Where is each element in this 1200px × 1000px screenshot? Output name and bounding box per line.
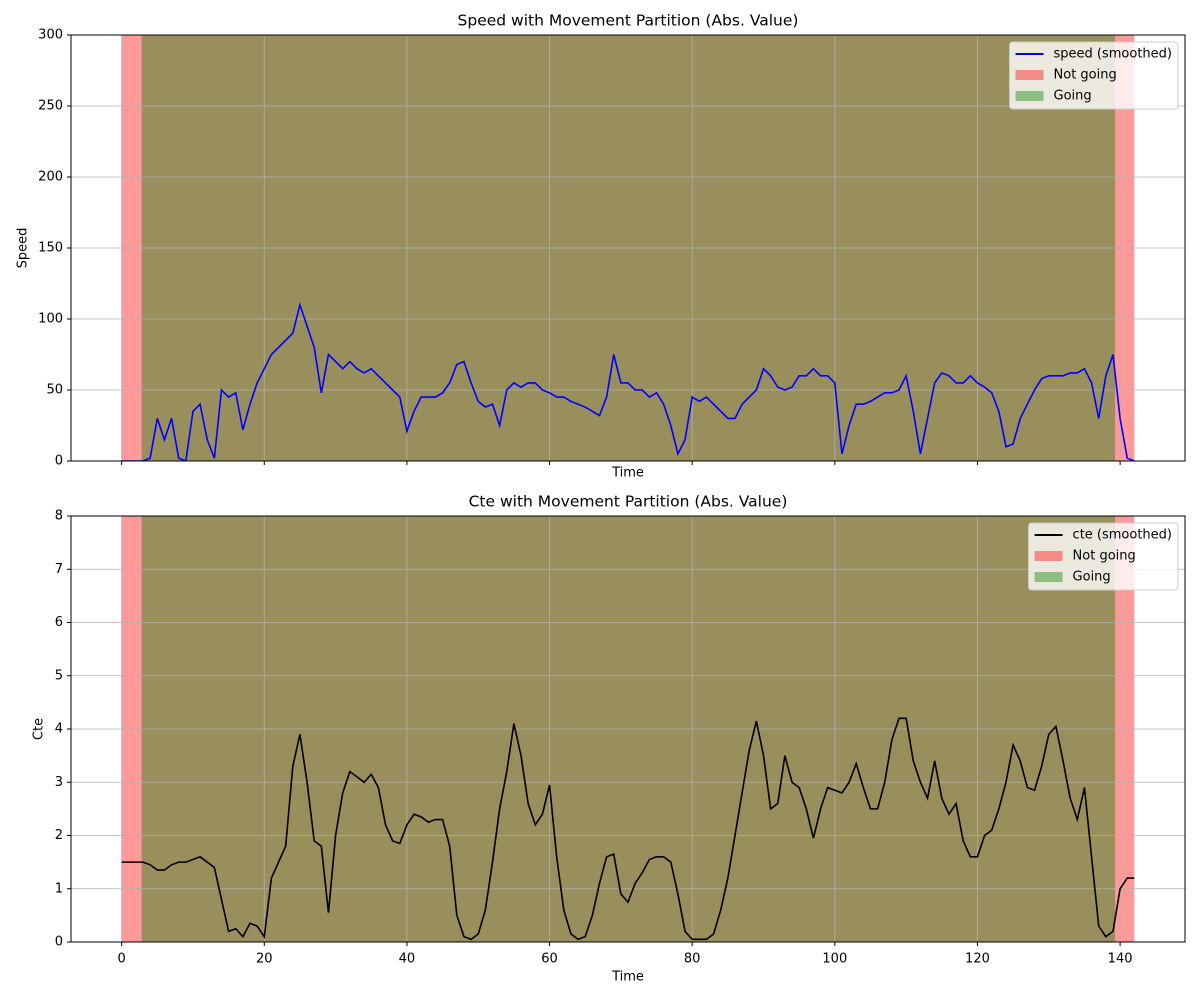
legend-swatch bbox=[1034, 551, 1063, 561]
x-tick-label: 140 bbox=[1108, 952, 1133, 967]
chart-title: Speed with Movement Partition (Abs. Valu… bbox=[458, 12, 799, 30]
y-tick-label: 3 bbox=[55, 775, 63, 790]
y-tick-label: 6 bbox=[55, 615, 63, 630]
chart-title: Cte with Movement Partition (Abs. Value) bbox=[469, 493, 788, 511]
legend-label: Going bbox=[1073, 570, 1111, 585]
legend-label: Not going bbox=[1073, 549, 1136, 564]
y-tick-label: 300 bbox=[38, 28, 63, 43]
y-tick-label: 4 bbox=[55, 722, 63, 737]
plot-area bbox=[121, 717, 1135, 941]
x-tick-label: 40 bbox=[399, 952, 416, 967]
y-axis-label: Cte bbox=[32, 718, 47, 740]
axes-frame bbox=[70, 34, 1186, 462]
subplot: 0 50 100 150 200 250 300 Speed with Movement Pa… bbox=[16, 12, 1186, 481]
y-tick-label: 1 bbox=[55, 881, 63, 896]
x-tick-label: 80 bbox=[684, 952, 701, 967]
y-tick-label: 5 bbox=[55, 668, 63, 683]
legend-swatch bbox=[1015, 91, 1044, 101]
x-tick-label: 120 bbox=[965, 952, 990, 967]
x-tick-label: 20 bbox=[256, 952, 273, 967]
y-tick-label: 200 bbox=[38, 170, 63, 185]
y-tick-label: 8 bbox=[55, 509, 63, 524]
legend-swatch bbox=[1034, 572, 1063, 582]
y-tick-label: 7 bbox=[55, 562, 63, 577]
legend-swatch bbox=[1015, 70, 1044, 80]
y-tick-label: 150 bbox=[38, 241, 63, 256]
x-axis-label: Time bbox=[611, 970, 644, 985]
legend-frame bbox=[1009, 41, 1179, 110]
x-tick-label: 100 bbox=[822, 952, 847, 967]
x-axis-label: Time bbox=[611, 466, 644, 481]
y-axis-label: Speed bbox=[16, 228, 31, 269]
legend-label: Going bbox=[1054, 89, 1092, 104]
legend: speed (smoothed) Not going Going bbox=[1009, 41, 1179, 110]
data-line bbox=[121, 717, 1135, 941]
y-tick-label: 2 bbox=[55, 828, 63, 843]
y-tick-label: 250 bbox=[38, 99, 63, 114]
legend-frame bbox=[1028, 522, 1179, 591]
legend-label: speed (smoothed) bbox=[1054, 47, 1172, 62]
x-tick-label: 0 bbox=[117, 952, 125, 967]
data-line bbox=[121, 301, 1135, 461]
y-tick-label: 0 bbox=[55, 454, 63, 469]
legend: cte (smoothed) Not going Going bbox=[1028, 522, 1179, 591]
legend-label: Not going bbox=[1054, 68, 1117, 83]
legend-label: cte (smoothed) bbox=[1073, 528, 1172, 543]
y-tick-label: 50 bbox=[46, 383, 63, 398]
y-tick-label: 100 bbox=[38, 312, 63, 327]
x-tick-label: 60 bbox=[541, 952, 558, 967]
plot-area bbox=[121, 301, 1135, 461]
axes-frame bbox=[70, 515, 1186, 943]
y-tick-label: 0 bbox=[55, 935, 63, 950]
